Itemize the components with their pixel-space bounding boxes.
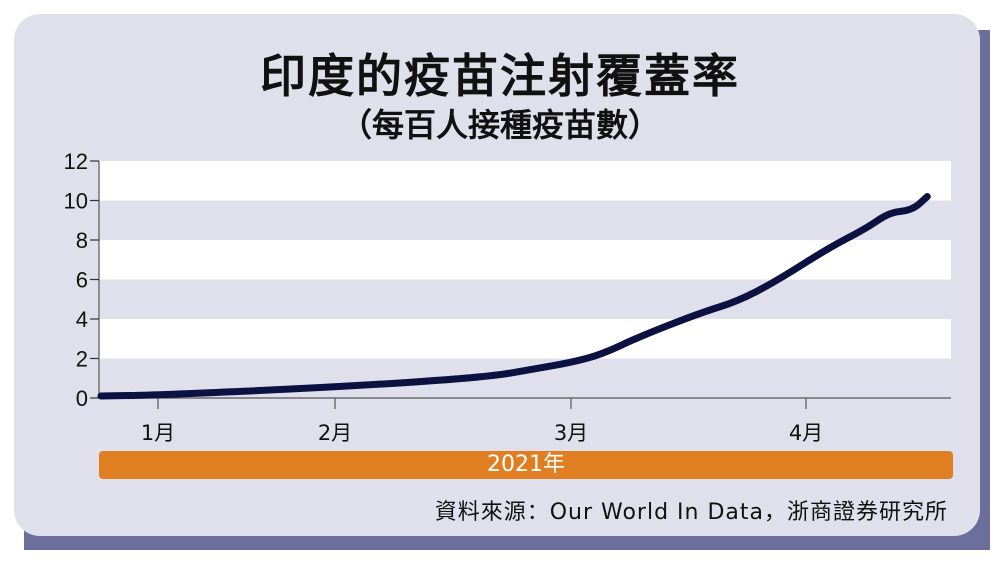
y-tick-label: 10 (64, 189, 88, 214)
y-tick-label: 2 (76, 347, 88, 372)
series-line (97, 193, 931, 400)
x-axis-label: 2021年 (99, 451, 953, 479)
y-tick-label: 12 (64, 149, 88, 174)
x-tick-label: 3月 (554, 421, 588, 445)
x-tick-label: 4月 (789, 421, 823, 445)
x-tick-label: 2月 (318, 421, 352, 445)
y-tick-label: 4 (76, 307, 88, 332)
source-note: 資料來源：Our World In Data，浙商證券研究所 (434, 500, 948, 525)
chart-subtitle: （每百人接種疫苗數） (339, 106, 660, 144)
x-tick-label: 1月 (141, 421, 175, 445)
y-tick-label: 0 (76, 386, 88, 411)
y-tick-label: 6 (76, 268, 88, 293)
grid-band (99, 319, 951, 359)
y-tick-label: 8 (76, 228, 88, 253)
grid-band (99, 161, 951, 201)
grid-band (99, 240, 951, 280)
chart-title: 印度的疫苗注射覆蓋率 (260, 49, 740, 103)
